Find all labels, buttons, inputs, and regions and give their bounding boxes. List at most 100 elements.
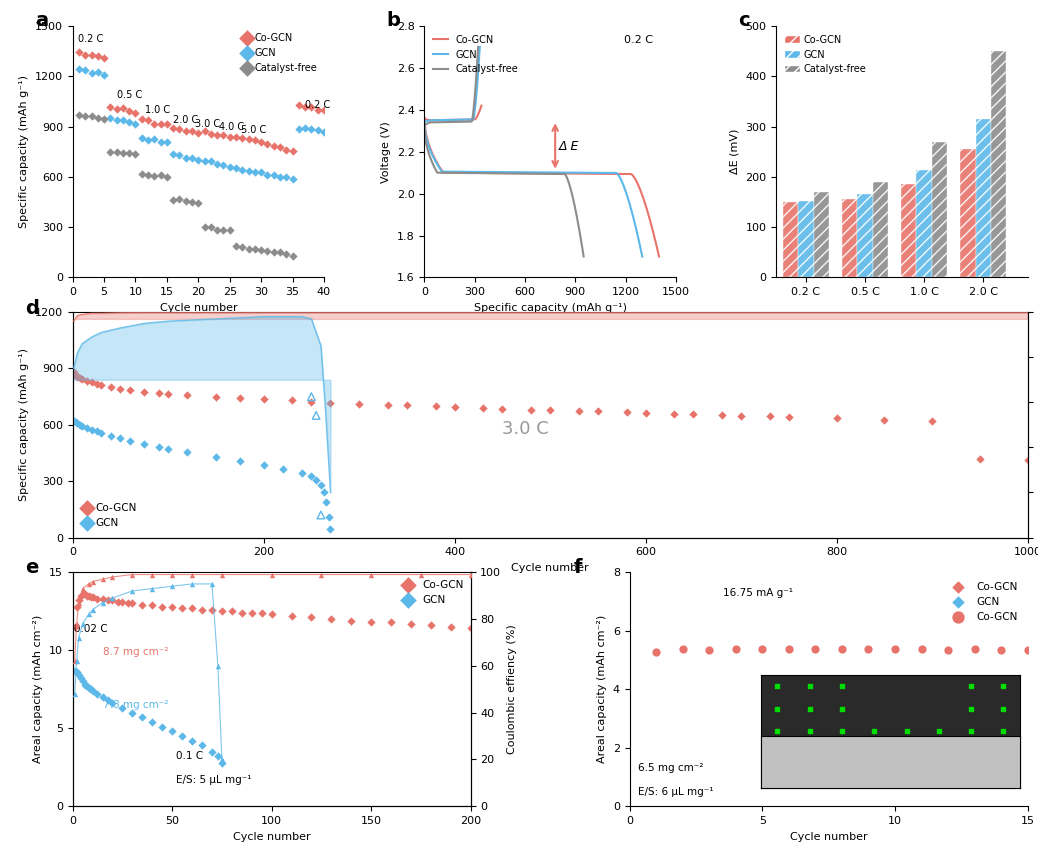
Point xyxy=(313,568,330,582)
GCN xyxy=(73,671,89,685)
Point xyxy=(144,568,161,582)
X-axis label: Cycle number: Cycle number xyxy=(790,831,868,842)
Co-GCN xyxy=(79,374,95,388)
Catalyst-free xyxy=(260,244,276,258)
X-axis label: Cycle number: Cycle number xyxy=(233,831,310,842)
GCN xyxy=(93,426,110,440)
Co-GCN xyxy=(913,642,930,656)
Co-GCN xyxy=(992,642,1009,656)
Co-GCN xyxy=(380,398,397,412)
Text: 0.5 C: 0.5 C xyxy=(116,90,142,100)
Co-GCN xyxy=(171,122,188,136)
GCN xyxy=(102,111,118,125)
Legend: Co-GCN, GCN, Catalyst-free: Co-GCN, GCN, Catalyst-free xyxy=(782,31,870,78)
Legend: Co-GCN, GCN: Co-GCN, GCN xyxy=(78,499,141,532)
GCN xyxy=(104,696,120,710)
Legend: Co-GCN, GCN: Co-GCN, GCN xyxy=(395,577,465,607)
Bar xyxy=(901,185,917,277)
Text: 0.2 C: 0.2 C xyxy=(78,35,103,44)
Co-GCN xyxy=(283,609,300,623)
Text: 1.0 C: 1.0 C xyxy=(145,105,170,114)
GCN xyxy=(171,148,188,162)
GCN xyxy=(318,495,334,509)
Co-GCN xyxy=(77,49,93,62)
Catalyst-free xyxy=(77,108,93,122)
Text: Δ E: Δ E xyxy=(558,140,579,153)
Catalyst-free xyxy=(209,223,225,237)
Point xyxy=(84,603,101,616)
Co-GCN xyxy=(203,603,220,616)
GCN xyxy=(309,123,326,137)
Co-GCN xyxy=(1019,453,1036,467)
Bar xyxy=(873,182,889,277)
Text: 5.0 C: 5.0 C xyxy=(241,125,267,135)
GCN xyxy=(321,510,337,524)
GCN xyxy=(100,694,116,707)
Co-GCN xyxy=(781,410,797,424)
GCN xyxy=(66,663,83,677)
Co-GCN xyxy=(291,98,307,112)
Catalyst-free xyxy=(114,146,131,160)
GCN xyxy=(71,62,87,76)
Co-GCN xyxy=(144,598,161,612)
Co-GCN xyxy=(442,620,459,634)
Text: 7.8 mg cm⁻²: 7.8 mg cm⁻² xyxy=(103,700,168,710)
Point xyxy=(104,570,120,583)
Text: 0.1 C: 0.1 C xyxy=(176,752,203,761)
Text: 0.2 C: 0.2 C xyxy=(624,35,653,45)
Catalyst-free xyxy=(102,145,118,159)
Co-GCN xyxy=(247,134,264,147)
GCN xyxy=(153,135,169,149)
Point xyxy=(184,568,200,582)
Co-GCN xyxy=(303,610,320,624)
Point xyxy=(94,596,111,610)
GCN xyxy=(165,147,182,160)
GCN xyxy=(84,684,101,698)
Co-GCN xyxy=(939,642,956,656)
GCN xyxy=(208,450,224,464)
Point xyxy=(80,608,97,622)
Co-GCN xyxy=(173,601,190,615)
Catalyst-free xyxy=(227,239,244,253)
Co-GCN xyxy=(648,645,664,659)
GCN xyxy=(134,710,151,724)
Co-GCN xyxy=(164,600,181,614)
Co-GCN xyxy=(75,587,91,601)
Co-GCN xyxy=(140,113,157,127)
Co-GCN xyxy=(112,381,129,395)
Co-GCN xyxy=(966,642,983,656)
Co-GCN xyxy=(243,606,260,620)
Co-GCN xyxy=(82,590,99,604)
Co-GCN xyxy=(619,405,635,419)
GCN xyxy=(215,158,231,172)
Catalyst-free xyxy=(202,220,219,234)
Co-GCN xyxy=(72,371,88,385)
GCN xyxy=(95,68,112,81)
Co-GCN xyxy=(675,642,691,655)
Co-GCN xyxy=(71,45,87,59)
Point xyxy=(75,582,91,596)
Bar xyxy=(976,119,991,277)
GCN xyxy=(316,486,332,499)
Y-axis label: Voltage (V): Voltage (V) xyxy=(381,121,391,183)
Catalyst-free xyxy=(284,249,301,263)
GCN xyxy=(94,690,111,704)
Co-GCN xyxy=(94,592,111,606)
Catalyst-free xyxy=(95,112,112,126)
X-axis label: Cycle number: Cycle number xyxy=(160,303,237,313)
Co-GCN xyxy=(253,606,270,620)
Catalyst-free xyxy=(234,240,250,254)
Text: 0.02 C: 0.02 C xyxy=(75,623,108,634)
GCN xyxy=(202,154,219,168)
GCN xyxy=(146,132,163,146)
Co-GCN xyxy=(215,128,231,142)
Point xyxy=(84,575,101,589)
GCN xyxy=(83,66,100,80)
Text: 3.0 C: 3.0 C xyxy=(195,119,220,128)
Y-axis label: Specific capacity (mAh g⁻¹): Specific capacity (mAh g⁻¹) xyxy=(20,75,29,228)
Co-GCN xyxy=(808,642,824,656)
GCN xyxy=(294,466,310,480)
Y-axis label: Areal capacity (mAh cm⁻²): Areal capacity (mAh cm⁻²) xyxy=(597,616,607,763)
Point xyxy=(462,568,479,582)
Bar xyxy=(960,149,976,277)
